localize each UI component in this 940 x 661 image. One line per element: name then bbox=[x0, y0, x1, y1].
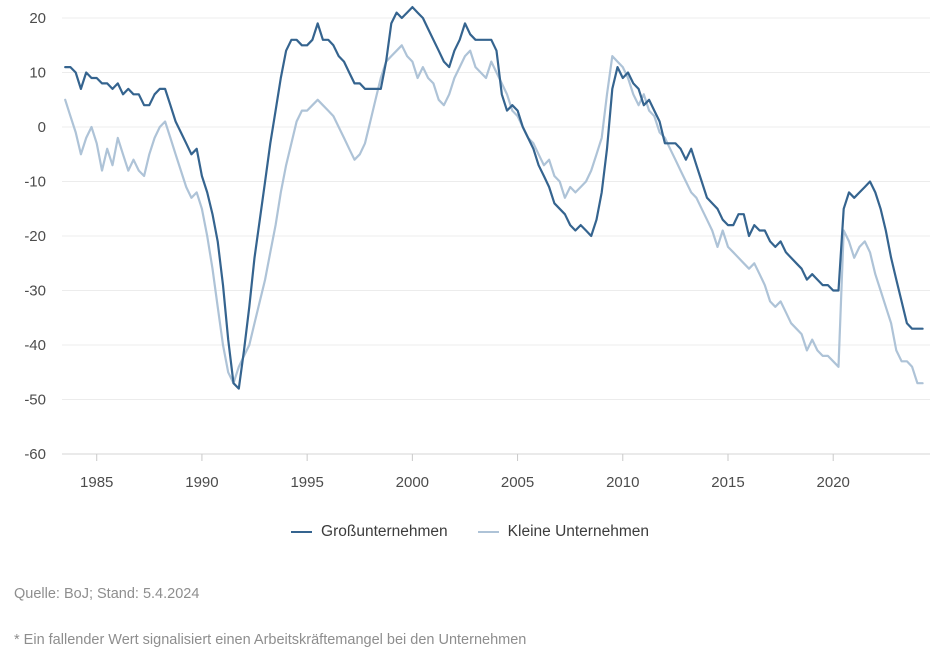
y-axis: 20 10 0 -10 -20 -30 -40 -50 -60 bbox=[24, 10, 46, 463]
y-tick-label: -40 bbox=[24, 337, 46, 354]
legend: Großunternehmen Kleine Unternehmen bbox=[0, 523, 940, 541]
y-tick-label: -10 bbox=[24, 174, 46, 191]
y-tick-label: 10 bbox=[29, 65, 46, 82]
y-tick-label: -30 bbox=[24, 283, 46, 300]
x-tick-label: 2005 bbox=[501, 474, 534, 491]
x-tick-label: 2015 bbox=[711, 474, 744, 491]
series-kleine-unternehmen-line bbox=[64, 44, 924, 385]
x-tick-label: 1990 bbox=[185, 474, 218, 491]
y-tick-label: 0 bbox=[38, 119, 46, 136]
legend-label-grossunternehmen: Großunternehmen bbox=[321, 523, 448, 540]
y-tick-label: 20 bbox=[29, 10, 46, 27]
y-tick-label: -50 bbox=[24, 392, 46, 409]
legend-label-kleine-unternehmen: Kleine Unternehmen bbox=[507, 523, 649, 540]
footnote: * Ein fallender Wert signalisiert einen … bbox=[14, 632, 527, 648]
x-tick-label: 2020 bbox=[817, 474, 850, 491]
grossunternehmen-line-swatch bbox=[291, 531, 313, 533]
x-tick-label: 1985 bbox=[80, 474, 113, 491]
x-axis: 1985 1990 1995 2000 2005 2010 2015 2020 bbox=[80, 454, 850, 491]
series-grossunternehmen-line bbox=[64, 5, 924, 390]
legend-item-kleine-unternehmen[interactable]: Kleine Unternehmen bbox=[477, 523, 649, 541]
source-note: Quelle: BoJ; Stand: 5.4.2024 bbox=[14, 586, 200, 602]
x-tick-label: 1995 bbox=[290, 474, 323, 491]
x-tick-label: 2010 bbox=[606, 474, 639, 491]
legend-item-grossunternehmen[interactable]: Großunternehmen bbox=[291, 523, 448, 541]
x-tick-label: 2000 bbox=[396, 474, 429, 491]
y-tick-label: -20 bbox=[24, 228, 46, 245]
kleine-unternehmen-line-swatch bbox=[477, 531, 499, 533]
gridlines bbox=[62, 17, 930, 455]
y-tick-label: -60 bbox=[24, 446, 46, 463]
